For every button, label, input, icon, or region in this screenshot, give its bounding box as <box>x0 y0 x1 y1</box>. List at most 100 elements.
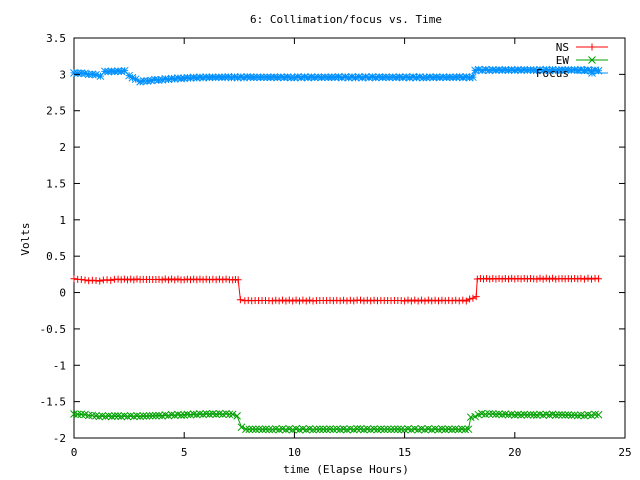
data-point <box>309 425 317 434</box>
data-point <box>199 410 207 419</box>
data-point <box>136 412 144 421</box>
data-point <box>70 275 78 283</box>
data-point <box>139 77 148 85</box>
data-point <box>529 411 538 419</box>
data-point <box>158 276 166 284</box>
data-point <box>584 66 592 74</box>
data-point <box>230 72 239 81</box>
data-point <box>170 75 179 83</box>
y-tick-label: -1.5 <box>40 396 67 409</box>
data-point <box>73 410 82 419</box>
tick-layer: 0 5 10 15 20 25 3.5 3 2.5 2 1.5 1 0.5 0 -0.5 -1 -1.5 -2 <box>40 32 632 459</box>
data-point <box>95 412 104 421</box>
data-point <box>452 296 460 304</box>
data-point <box>402 73 411 81</box>
data-point <box>526 410 535 419</box>
y-tick-label: 1 <box>59 214 66 227</box>
data-point <box>222 275 230 283</box>
data-point <box>136 77 144 86</box>
data-point <box>536 274 544 282</box>
data-point <box>237 72 245 81</box>
data-point <box>174 275 182 283</box>
data-point <box>459 296 467 304</box>
data-point <box>222 409 230 418</box>
data-point <box>595 275 603 283</box>
data-point <box>428 297 436 305</box>
data-point <box>96 72 105 80</box>
data-point <box>261 425 270 433</box>
data-point <box>481 65 490 74</box>
data-point <box>117 412 126 421</box>
x-tick-label: 15 <box>398 446 411 459</box>
x-tick-label: 10 <box>288 446 301 459</box>
data-point <box>486 275 494 283</box>
data-point <box>545 66 554 75</box>
data-point <box>307 73 316 81</box>
data-point <box>143 77 152 85</box>
data-point <box>464 425 473 434</box>
data-point <box>73 69 82 78</box>
data-point <box>152 411 160 420</box>
data-point <box>199 276 207 284</box>
data-point <box>587 275 595 283</box>
series-ew <box>70 409 603 434</box>
data-point <box>469 294 477 302</box>
data-point <box>180 411 189 419</box>
series-focus <box>70 65 603 86</box>
series-ns <box>70 274 603 305</box>
data-point <box>268 297 276 305</box>
data-point <box>215 409 224 418</box>
data-point <box>551 411 560 420</box>
data-point <box>196 275 204 283</box>
data-point <box>501 65 510 74</box>
data-point <box>587 67 596 75</box>
data-point <box>584 274 592 282</box>
data-point <box>293 73 302 81</box>
data-point <box>353 425 361 433</box>
data-point <box>555 410 563 419</box>
data-point <box>192 410 201 419</box>
data-point <box>81 69 89 78</box>
data-point <box>84 411 93 420</box>
data-point <box>498 275 506 283</box>
data-point <box>196 410 204 418</box>
data-point <box>227 73 236 82</box>
data-point <box>548 65 557 74</box>
data-point <box>306 296 314 304</box>
data-point <box>501 274 509 282</box>
data-point <box>77 69 86 78</box>
data-point <box>501 410 510 419</box>
data-point <box>418 296 426 304</box>
data-point <box>322 425 331 434</box>
data-point <box>180 74 189 83</box>
data-point <box>380 425 389 434</box>
data-point <box>131 75 140 84</box>
data-point <box>283 73 292 81</box>
data-point <box>358 73 367 82</box>
data-point <box>498 410 507 419</box>
data-point <box>282 297 290 305</box>
data-point <box>594 66 603 75</box>
data-point <box>469 73 477 82</box>
data-point <box>248 425 257 434</box>
data-point <box>114 411 122 420</box>
data-point <box>319 425 328 434</box>
data-point <box>164 75 173 84</box>
data-point <box>542 274 550 282</box>
data-point <box>485 409 493 418</box>
data-point <box>444 425 453 433</box>
data-point <box>514 410 522 419</box>
data-point <box>126 411 135 420</box>
y-tick-label: 2 <box>59 141 66 154</box>
data-point <box>368 73 377 81</box>
data-point <box>367 297 375 305</box>
data-point <box>107 276 115 284</box>
data-point <box>237 423 246 432</box>
data-point <box>334 73 343 81</box>
data-point <box>404 296 412 304</box>
data-point <box>426 73 434 81</box>
data-point <box>251 425 260 434</box>
data-point <box>510 66 519 75</box>
data-point <box>279 296 287 304</box>
